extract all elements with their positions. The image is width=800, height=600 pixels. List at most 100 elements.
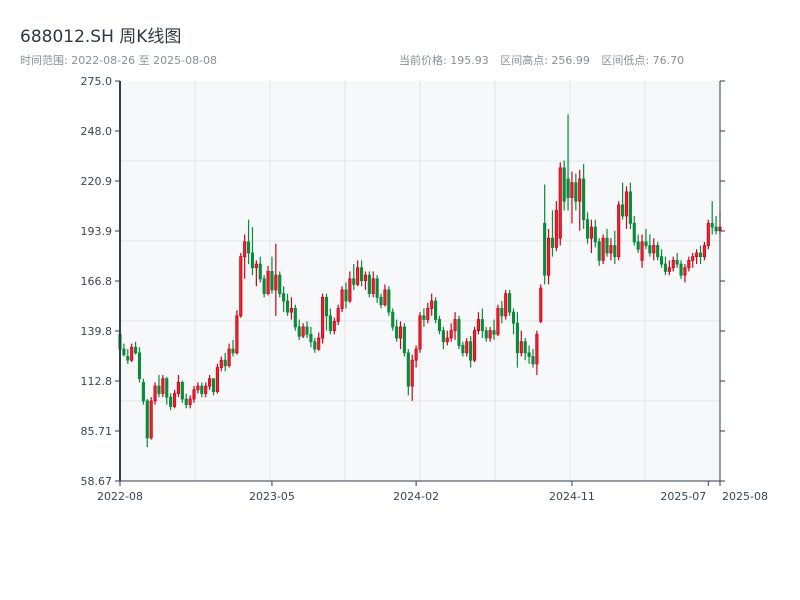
candle-down <box>328 308 332 335</box>
candle-body <box>574 182 578 202</box>
y-tick-label: 275.0 <box>81 75 113 88</box>
candle-body <box>149 400 153 439</box>
candle-body <box>223 359 227 367</box>
candle-down <box>582 164 586 229</box>
candle-up <box>208 374 212 390</box>
candle-body <box>227 348 231 367</box>
candle-up <box>617 201 621 261</box>
candle-up <box>418 312 422 353</box>
candle-body <box>387 289 391 313</box>
candle-body <box>402 326 406 354</box>
candle-up <box>188 395 192 409</box>
candle-down <box>515 312 519 368</box>
candle-down <box>492 319 496 340</box>
candle-body <box>258 263 262 280</box>
candle-down <box>145 399 149 448</box>
candle-up <box>695 249 699 265</box>
candle-body <box>340 289 344 309</box>
candle-up <box>317 332 321 351</box>
candle-body <box>200 385 204 394</box>
candle-down <box>457 315 461 350</box>
candle-body <box>484 330 488 339</box>
candle-up <box>547 228 551 285</box>
candle-body <box>659 256 664 265</box>
candle-body <box>165 378 169 398</box>
candle-body <box>305 326 309 335</box>
candle-body <box>652 245 656 254</box>
candle-body <box>437 319 442 332</box>
candle-up <box>332 317 336 335</box>
candle-body <box>585 219 590 239</box>
candle-down <box>710 201 714 235</box>
candle-down <box>211 378 216 396</box>
candle-down <box>262 275 266 298</box>
candle-body <box>609 245 613 254</box>
candle-body <box>172 393 177 407</box>
candle-body <box>309 333 313 343</box>
candle-body <box>196 385 200 391</box>
y-tick-label: 112.8 <box>81 375 113 388</box>
candle-body <box>130 346 134 361</box>
candle-up <box>192 386 196 403</box>
candle-body <box>375 278 379 298</box>
y-tick-label: 193.9 <box>81 225 113 238</box>
candle-body <box>527 352 531 357</box>
candle-body <box>363 274 368 282</box>
candle-body <box>215 367 219 393</box>
candle-up <box>227 343 231 368</box>
candle-body <box>547 237 551 276</box>
candle-down <box>165 376 169 405</box>
candle-body <box>617 204 621 258</box>
candle-up <box>235 310 239 355</box>
candle-down <box>511 308 516 335</box>
candle-body <box>219 359 223 368</box>
candle-up <box>266 265 270 296</box>
candle-down <box>359 260 364 287</box>
x-tick-label: 2025-08 <box>722 490 768 503</box>
candle-down <box>309 326 313 348</box>
candle-down <box>508 289 512 316</box>
candle-down <box>656 241 660 261</box>
candle-body <box>554 210 558 248</box>
candle-down <box>391 308 395 331</box>
candle-body <box>675 259 679 265</box>
candle-up <box>640 234 644 268</box>
candle-body <box>472 330 477 361</box>
candle-up <box>321 293 325 344</box>
candle-body <box>605 237 609 254</box>
candle-down <box>231 339 235 357</box>
candle-up <box>578 169 582 231</box>
candle-up <box>476 312 481 335</box>
x-tick-label: 2025-07 <box>660 490 706 503</box>
candle-body <box>188 398 192 405</box>
candle-body <box>359 267 364 282</box>
candle-body <box>636 241 640 250</box>
candle-up <box>706 219 710 250</box>
candle-down <box>613 230 617 265</box>
candle-up <box>130 343 134 363</box>
candle-up <box>702 241 706 261</box>
candle-body <box>250 252 255 269</box>
candle-down <box>134 341 138 355</box>
candle-body <box>644 241 648 246</box>
candle-body <box>352 278 356 285</box>
candle-body <box>169 396 173 407</box>
candle-down <box>157 374 161 398</box>
candle-body <box>562 167 566 202</box>
candle-down <box>387 286 391 316</box>
candle-down <box>644 228 648 250</box>
date-range-label: 时间范围: 2022-08-26 至 2025-08-08 <box>20 54 218 67</box>
candle-up <box>289 297 293 320</box>
candle-down <box>180 380 184 403</box>
candle-body <box>398 326 403 339</box>
candle-body <box>613 245 617 258</box>
candle-up <box>589 219 593 253</box>
candle-body <box>597 241 601 261</box>
candle-down <box>406 349 410 396</box>
candle-up <box>683 264 687 283</box>
candle-down <box>628 182 632 229</box>
candle-body <box>239 256 243 317</box>
candle-body <box>324 296 329 317</box>
x-tick-label: 2022-08 <box>97 490 143 503</box>
candle-up <box>601 234 605 265</box>
